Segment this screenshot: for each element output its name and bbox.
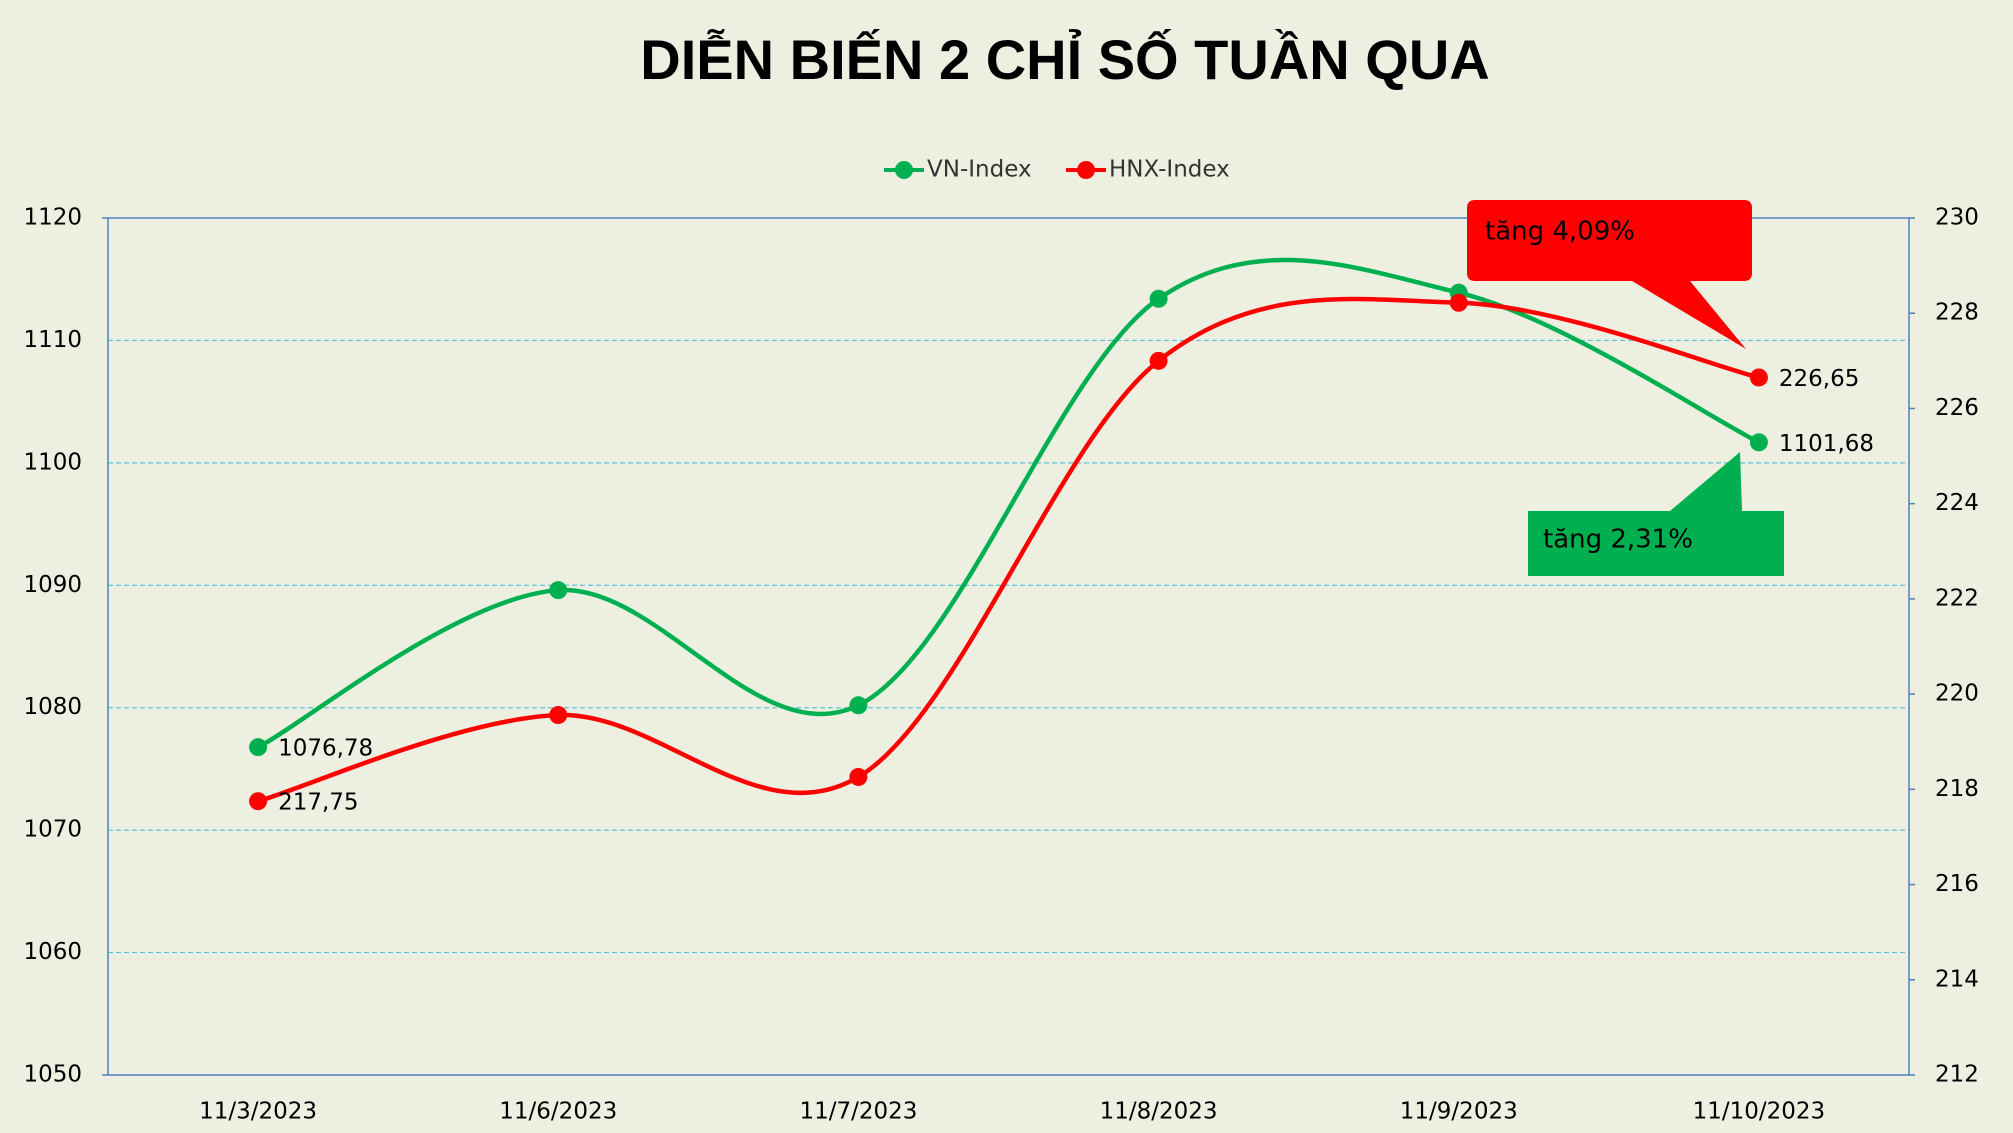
series-line <box>257 257 1760 750</box>
series-line <box>257 296 1760 804</box>
y2-tick-label: 214 <box>1935 966 1979 992</box>
x-tick-label: 11/7/2023 <box>799 1099 917 1125</box>
y2-tick-label: 228 <box>1935 300 1979 326</box>
data-label: 217,75 <box>278 790 358 816</box>
x-tick-label: 11/6/2023 <box>499 1099 617 1125</box>
x-tick-label: 11/8/2023 <box>1100 1099 1218 1125</box>
x-tick-label: 11/3/2023 <box>199 1099 317 1125</box>
legend-label: HNX-Index <box>1109 157 1230 183</box>
callout-text: tăng 4,09% <box>1485 217 1635 247</box>
y2-tick-label: 216 <box>1935 871 1979 897</box>
data-label: 226,65 <box>1779 366 1859 392</box>
y2-tick-label: 212 <box>1935 1062 1979 1088</box>
callout-text: tăng 2,31% <box>1543 525 1693 555</box>
y2-tick-label: 230 <box>1935 205 1979 231</box>
x-tick-label: 11/10/2023 <box>1693 1099 1826 1125</box>
y-tick-label: 1070 <box>23 817 82 843</box>
data-point <box>1149 351 1168 370</box>
callout-box <box>1467 200 1752 349</box>
y2-tick-label: 222 <box>1935 585 1979 611</box>
y2-tick-label: 218 <box>1935 776 1979 802</box>
legend-marker <box>1077 161 1095 179</box>
y-tick-label: 1120 <box>23 205 82 231</box>
y-tick-label: 1080 <box>23 694 82 720</box>
y2-tick-label: 226 <box>1935 395 1979 421</box>
plot-frame <box>107 217 1910 1076</box>
legend-label: VN-Index <box>927 157 1032 183</box>
y-tick-label: 1110 <box>23 327 82 353</box>
data-point <box>1749 368 1768 387</box>
y-tick-label: 1050 <box>23 1062 82 1088</box>
data-point <box>549 706 568 725</box>
data-point <box>549 581 568 600</box>
data-point <box>249 792 268 811</box>
x-tick-label: 11/9/2023 <box>1400 1099 1518 1125</box>
data-point <box>249 738 268 757</box>
y2-tick-label: 224 <box>1935 490 1979 516</box>
legend-marker <box>895 161 913 179</box>
y-tick-label: 1090 <box>23 572 82 598</box>
chart-title: DIỄN BIẾN 2 CHỈ SỐ TUẦN QUA <box>640 28 1489 91</box>
y-tick-label: 1100 <box>23 449 82 475</box>
y2-tick-label: 220 <box>1935 681 1979 707</box>
callout-box <box>1528 452 1784 576</box>
data-point <box>1749 433 1768 452</box>
data-label: 1076,78 <box>278 736 373 762</box>
data-point <box>1149 289 1168 308</box>
y-tick-label: 1060 <box>23 939 82 965</box>
data-point <box>849 767 868 786</box>
data-point <box>1449 293 1468 312</box>
data-label: 1101,68 <box>1779 431 1874 457</box>
data-point <box>849 696 868 715</box>
